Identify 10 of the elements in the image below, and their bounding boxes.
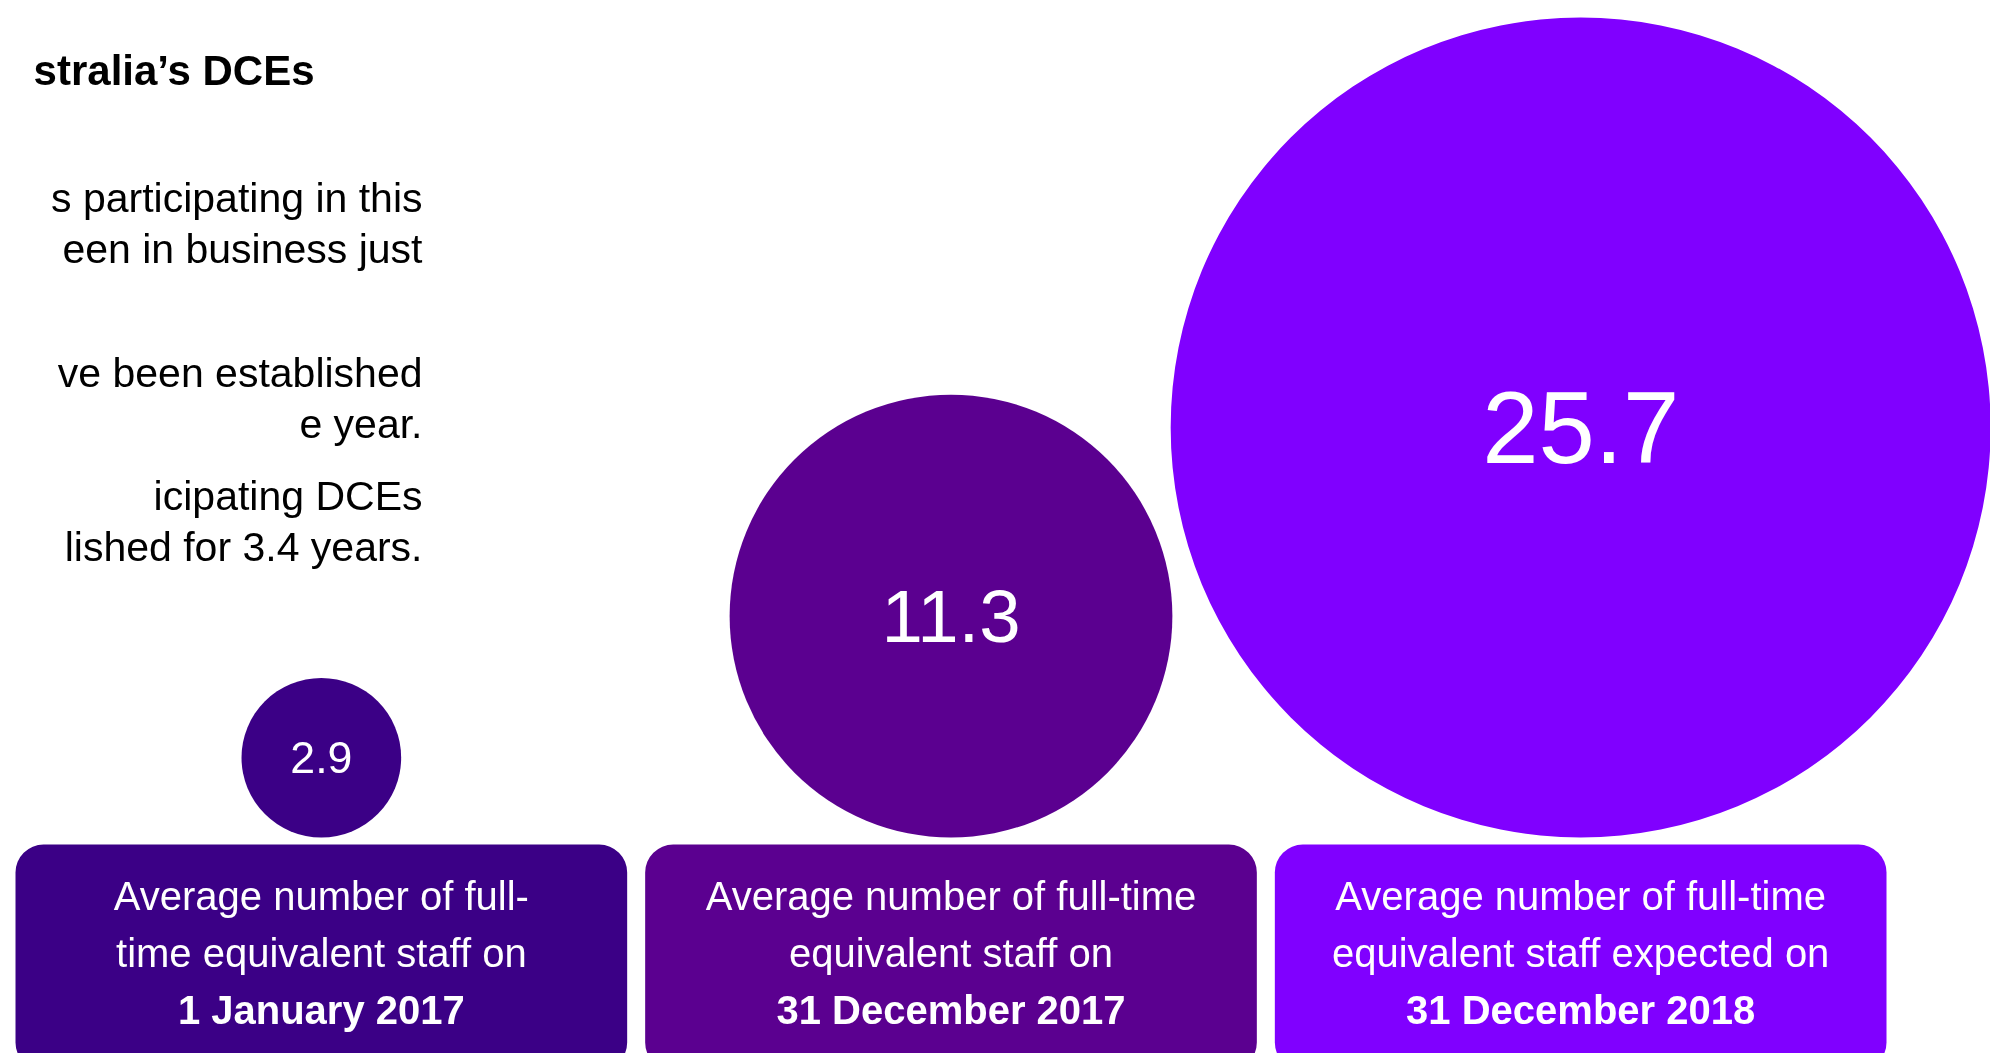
category-label: Average number of full- time equivalent staff on 1 January 2017	[113, 873, 529, 1032]
category-label: Average number of full-time equivalent staff expected on 31 December 2018	[1331, 873, 1830, 1032]
data-label: 25.7	[1482, 371, 1680, 484]
data-label: 2.9	[290, 733, 353, 783]
data-label: 11.3	[881, 574, 1021, 658]
category-label: Average number of full-time equivalent staff on 31 December 2017	[705, 873, 1197, 1032]
text: ve been established e year.	[57, 349, 423, 447]
text: s participating in this een in business just	[51, 174, 424, 272]
text: stralia’s DCEs	[33, 47, 315, 94]
text: icipating DCEs lished for 3.4 years.	[64, 472, 423, 570]
